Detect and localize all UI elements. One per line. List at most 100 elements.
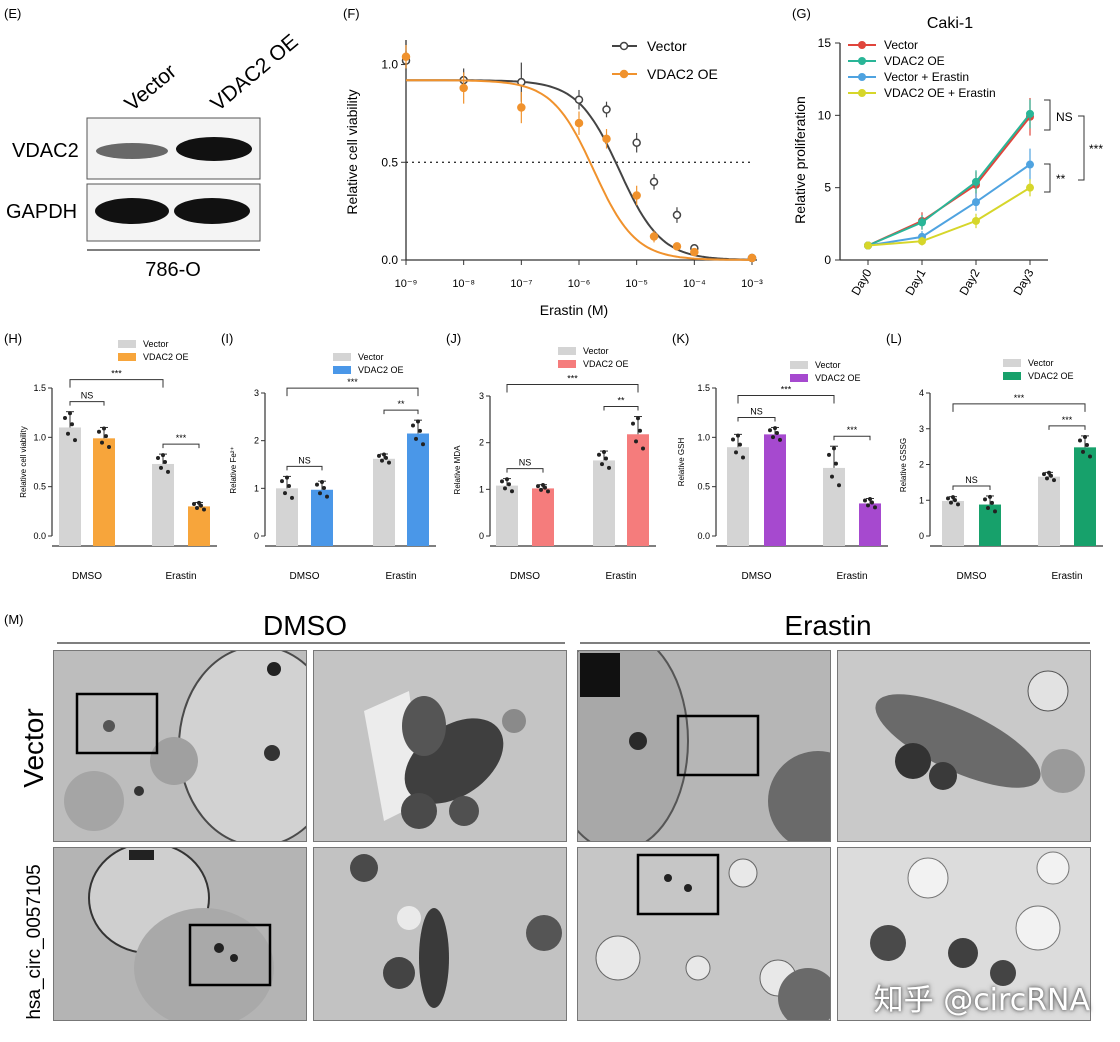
g-x-tick-label: Day1 [902,266,928,298]
i-y-tick-label: 0 [254,531,259,541]
chart-f-dose-response: (F) 0.0 0.5 1.0 10⁻⁹ 10⁻⁸ 10⁻⁷ 10⁻⁶ 10⁻⁵ 10⁻⁴ 10⁻³… [343,6,763,318]
h-sig-bracket [69,401,105,406]
panel-j-label: (J) [446,331,461,346]
panel-f-label: (F) [343,6,360,21]
i-data-point [318,491,322,496]
h-data-point [97,429,101,434]
h-data-point [163,460,167,464]
l-y-label: Relative GSSG [899,438,908,492]
tem-image-vector-erastin-low [577,650,831,842]
h-y-tick-label: 0.5 [33,482,46,492]
f-x-tick-label: 10⁻⁵ [625,278,648,290]
panel-l-label: (L) [886,331,902,346]
j-data-point [503,486,507,491]
condition-label-dmso: DMSO [263,610,347,641]
g-title: Caki-1 [927,15,973,32]
i-data-point [315,482,319,487]
k-sig-bracket [737,416,776,422]
l-data-point [1042,472,1046,477]
j-sig-bracket [603,406,639,411]
i-data-point [387,460,391,465]
l-data-point [951,495,955,500]
i-data-point [283,491,287,496]
l-data-point [949,500,953,505]
i-bar [276,488,298,546]
f-x-tick-label: 10⁻⁷ [510,278,532,290]
f-data-point [602,134,611,144]
h-legend-label: Vector [143,339,169,349]
k-sig-bracket [737,394,835,404]
k-data-point [870,500,874,505]
g-legend-label: VDAC2 OE [884,54,945,68]
l-y-tick-label: 1 [919,495,924,505]
h-y-tick-label: 1.0 [33,432,46,442]
h-y-label: Relative cell viability [19,426,28,498]
j-bar [496,485,518,546]
f-data-point [747,253,757,263]
f-x-tick-label: 10⁻⁴ [683,278,706,290]
h-data-point [166,469,170,474]
h-bar [93,438,115,546]
g-x-tick-label: Day3 [1010,266,1036,298]
j-data-point [505,477,509,482]
j-y-tick-label: 1 [479,484,484,494]
i-data-point [325,494,329,499]
j-data-point [631,421,635,426]
g-data-point [864,241,872,250]
i-y-tick-label: 3 [254,388,259,398]
h-y-tick-label: 0.0 [33,531,46,541]
watermark: 知乎 @circRNA [873,983,1090,1018]
k-data-point [768,428,772,433]
l-y-tick-label: 4 [919,388,924,398]
g-data-point [1026,160,1034,169]
f-x-label: Erastin (M) [540,302,608,318]
g-sig-label: NS [1056,110,1073,124]
g-y-tick-label: 10 [818,108,832,122]
k-bar [727,447,749,546]
row-label-circrna: hsa_circ_0057105 [24,864,45,1019]
j-bar [532,488,554,546]
l-data-point [990,500,994,505]
k-data-point [866,503,870,508]
f-data-point [459,83,468,93]
l-bar [979,504,1001,546]
h-data-point [192,502,196,507]
f-y-tick-label: 0.5 [381,155,398,169]
j-y-label: Relative MDA [453,445,462,495]
f-x-tick-label: 10⁻⁶ [568,278,591,290]
h-data-point [102,426,106,431]
k-sig-label: *** [781,384,792,394]
g-legend-marker [858,41,866,49]
i-legend-swatch [333,366,351,374]
f-y-tick-label: 0.0 [381,253,398,267]
k-data-point [868,497,872,501]
i-data-point [384,455,388,460]
l-legend-label: VDAC2 OE [1028,371,1074,381]
f-data-point [517,103,526,112]
j-bar [627,434,649,546]
h-data-point [202,507,206,512]
i-y-tick-label: 1 [254,483,259,493]
k-legend-label: VDAC2 OE [815,373,861,383]
l-y-tick-label: 2 [919,460,924,470]
chart-h-viability: (H) 0.0 0.5 1.0 1.5 Relative cell viability DM… [4,331,217,582]
k-sig-label: *** [847,425,858,435]
l-y-tick-label: 0 [919,531,924,541]
h-data-point [195,505,199,510]
k-bar [764,434,786,546]
k-data-point [738,442,742,447]
l-legend-label: Vector [1028,358,1054,368]
i-y-tick-label: 2 [254,436,259,446]
l-data-point [1088,454,1092,459]
k-sig-label: NS [750,406,763,416]
i-data-point [418,428,422,433]
j-bar [593,460,615,546]
j-data-point [607,465,611,470]
i-data-point [416,419,420,424]
h-data-point [107,445,111,450]
i-legend-label: VDAC2 OE [358,365,404,375]
j-data-point [636,416,640,421]
k-x-tick-label: Erastin [836,571,867,582]
h-y-tick-label: 1.5 [33,383,46,393]
k-data-point [741,455,745,460]
